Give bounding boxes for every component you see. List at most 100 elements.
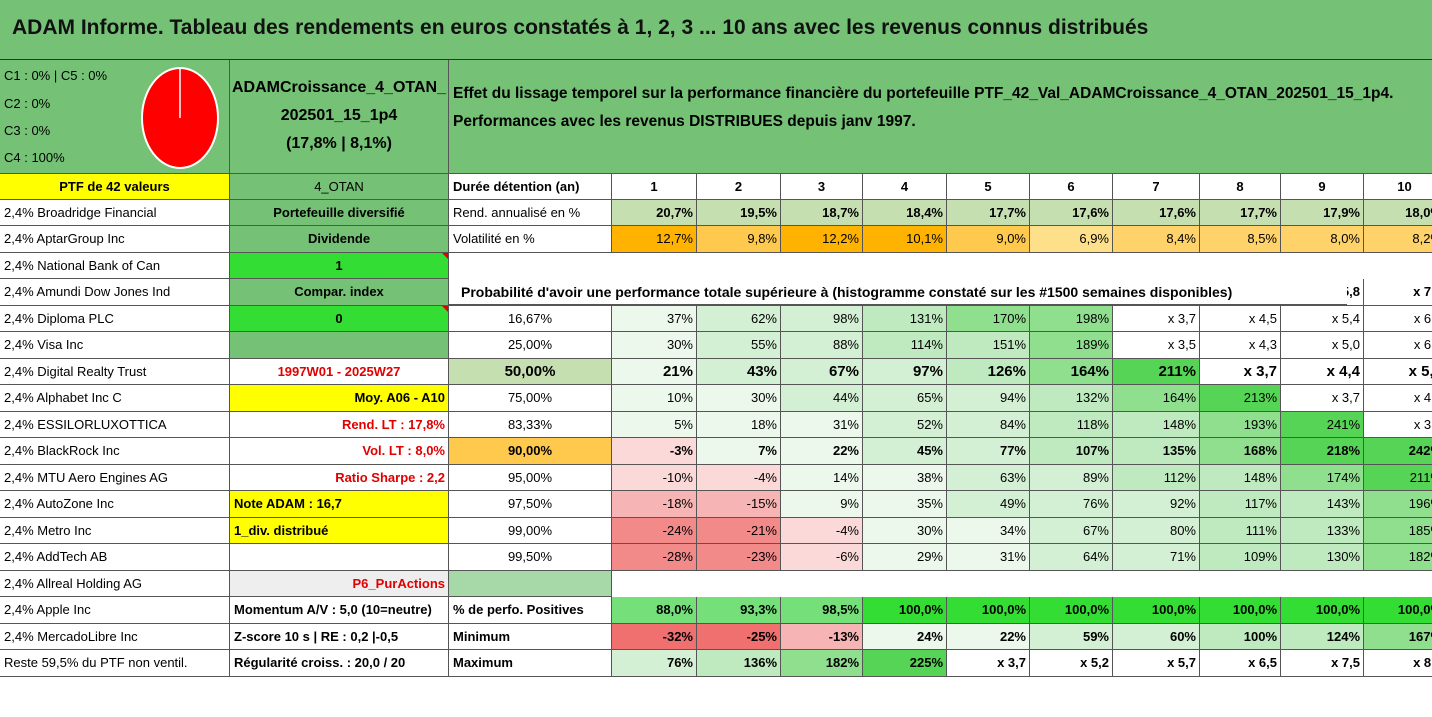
volatility-value: 9,0% bbox=[947, 226, 1030, 253]
probability-value: x 3,5 bbox=[1113, 332, 1200, 359]
minimum-value: 100% bbox=[1200, 623, 1281, 650]
strategy-label: 4_OTAN bbox=[230, 174, 449, 200]
volatility-value: 12,7% bbox=[612, 226, 697, 253]
probability-value: 143% bbox=[1281, 491, 1364, 518]
holding-name: 2,4% National Bank of Can bbox=[0, 252, 230, 279]
probability-value: 97% bbox=[863, 358, 947, 385]
info-cell: Portefeuille diversifié bbox=[230, 200, 449, 226]
probability-title: Probabilité d'avoir une performance tota… bbox=[449, 279, 1347, 305]
annualized-value: 17,6% bbox=[1113, 200, 1200, 226]
probability-value: x 7,0 bbox=[1364, 279, 1432, 306]
annualized-value: 17,7% bbox=[947, 200, 1030, 226]
info-cell: 1 bbox=[230, 252, 449, 279]
composition-line: C3 : 0% bbox=[4, 123, 51, 138]
probability-value: x 3,7 bbox=[1113, 305, 1200, 332]
probability-value: 71% bbox=[1113, 544, 1200, 571]
probability-value: x 4,4 bbox=[1281, 358, 1364, 385]
annualized-value: 18,4% bbox=[863, 200, 947, 226]
probability-value: 52% bbox=[863, 411, 947, 438]
description-line-2: Performances avec les revenus DISTRIBUES… bbox=[453, 113, 916, 130]
info-cell bbox=[230, 544, 449, 571]
probability-value: 112% bbox=[1113, 464, 1200, 491]
info-cell: Moy. A06 - A10 bbox=[230, 385, 449, 412]
duration-label: Durée détention (an) bbox=[449, 174, 612, 200]
probability-value: 49% bbox=[947, 491, 1030, 518]
probability-value: 43% bbox=[697, 358, 781, 385]
probability-value: 29% bbox=[863, 544, 947, 571]
probability-value: 211% bbox=[1364, 464, 1432, 491]
probability-value: x 6,0 bbox=[1364, 332, 1432, 359]
probability-value: 35% bbox=[863, 491, 947, 518]
probability-value: 14% bbox=[781, 464, 863, 491]
probability-value: 170% bbox=[947, 305, 1030, 332]
maximum-value: x 5,7 bbox=[1113, 650, 1200, 677]
probability-value: 94% bbox=[947, 385, 1030, 412]
composition-line: C4 : 100% bbox=[4, 150, 65, 165]
year-header: 1 bbox=[612, 174, 697, 200]
probability-value: -3% bbox=[612, 438, 697, 465]
probability-value: 62% bbox=[697, 305, 781, 332]
portfolio-name-block: ADAMCroissance_4_OTAN_ 202501_15_1p4 (17… bbox=[230, 60, 449, 174]
probability-value: x 5,0 bbox=[1281, 332, 1364, 359]
probability-value: 211% bbox=[1113, 358, 1200, 385]
probability-value: -4% bbox=[697, 464, 781, 491]
minimum-value: 22% bbox=[947, 623, 1030, 650]
probability-value: 111% bbox=[1200, 517, 1281, 544]
probability-value: 218% bbox=[1281, 438, 1364, 465]
probability-value: 7% bbox=[697, 438, 781, 465]
probability-value: -21% bbox=[697, 517, 781, 544]
probability-value: x 4,3 bbox=[1200, 332, 1281, 359]
year-header: 6 bbox=[1030, 174, 1113, 200]
minimum-value: -13% bbox=[781, 623, 863, 650]
info-cell: Momentum A/V : 5,0 (10=neutre) bbox=[230, 597, 449, 624]
minimum-value: -25% bbox=[697, 623, 781, 650]
probability-value: -15% bbox=[697, 491, 781, 518]
empty-cell bbox=[449, 570, 612, 597]
positive-value: 98,5% bbox=[781, 597, 863, 624]
info-cell: Compar. index bbox=[230, 279, 449, 306]
minimum-value: 59% bbox=[1030, 623, 1113, 650]
holding-name: 2,4% MTU Aero Engines AG bbox=[0, 464, 230, 491]
positive-value: 100,0% bbox=[863, 597, 947, 624]
probability-threshold: 90,00% bbox=[449, 438, 612, 465]
holding-name: 2,4% BlackRock Inc bbox=[0, 438, 230, 465]
probability-value: 34% bbox=[947, 517, 1030, 544]
info-cell bbox=[230, 332, 449, 359]
probability-threshold: 83,33% bbox=[449, 411, 612, 438]
probability-value: x 6,3 bbox=[1364, 305, 1432, 332]
year-header: 8 bbox=[1200, 174, 1281, 200]
probability-value: -23% bbox=[697, 544, 781, 571]
probability-value: x 5,4 bbox=[1281, 305, 1364, 332]
probability-threshold: 75,00% bbox=[449, 385, 612, 412]
positive-value: 100,0% bbox=[947, 597, 1030, 624]
probability-value: 241% bbox=[1281, 411, 1364, 438]
maximum-value: 182% bbox=[781, 650, 863, 677]
probability-value: -18% bbox=[612, 491, 697, 518]
description-block: Effet du lissage temporel sur la perform… bbox=[449, 60, 1432, 174]
probability-value: 45% bbox=[863, 438, 947, 465]
probability-value: 67% bbox=[1030, 517, 1113, 544]
probability-value: x 4,5 bbox=[1200, 305, 1281, 332]
volatility-label: Volatilité en % bbox=[449, 226, 612, 253]
info-cell: Ratio Sharpe : 2,2 bbox=[230, 464, 449, 491]
probability-value: 10% bbox=[612, 385, 697, 412]
probability-value: 30% bbox=[612, 332, 697, 359]
maximum-value: x 8,8 bbox=[1364, 650, 1432, 677]
probability-value: 148% bbox=[1113, 411, 1200, 438]
maximum-value: x 6,5 bbox=[1200, 650, 1281, 677]
composition-line: C2 : 0% bbox=[4, 96, 51, 111]
holding-name: 2,4% MercadoLibre Inc bbox=[0, 623, 230, 650]
positive-value: 100,0% bbox=[1281, 597, 1364, 624]
probability-threshold: 25,00% bbox=[449, 332, 612, 359]
portfolio-name: ADAMCroissance_4_OTAN_ bbox=[232, 79, 446, 96]
year-header: 5 bbox=[947, 174, 1030, 200]
probability-value: 198% bbox=[1030, 305, 1113, 332]
info-cell: 1997W01 - 2025W27 bbox=[230, 358, 449, 385]
probability-value: 131% bbox=[863, 305, 947, 332]
year-header: 4 bbox=[863, 174, 947, 200]
probability-value: 114% bbox=[863, 332, 947, 359]
positive-value: 93,3% bbox=[697, 597, 781, 624]
probability-threshold: 16,67% bbox=[449, 305, 612, 332]
report-title-bar: ADAM Informe. Tableau des rendements en … bbox=[0, 0, 1432, 60]
volatility-value: 6,9% bbox=[1030, 226, 1113, 253]
